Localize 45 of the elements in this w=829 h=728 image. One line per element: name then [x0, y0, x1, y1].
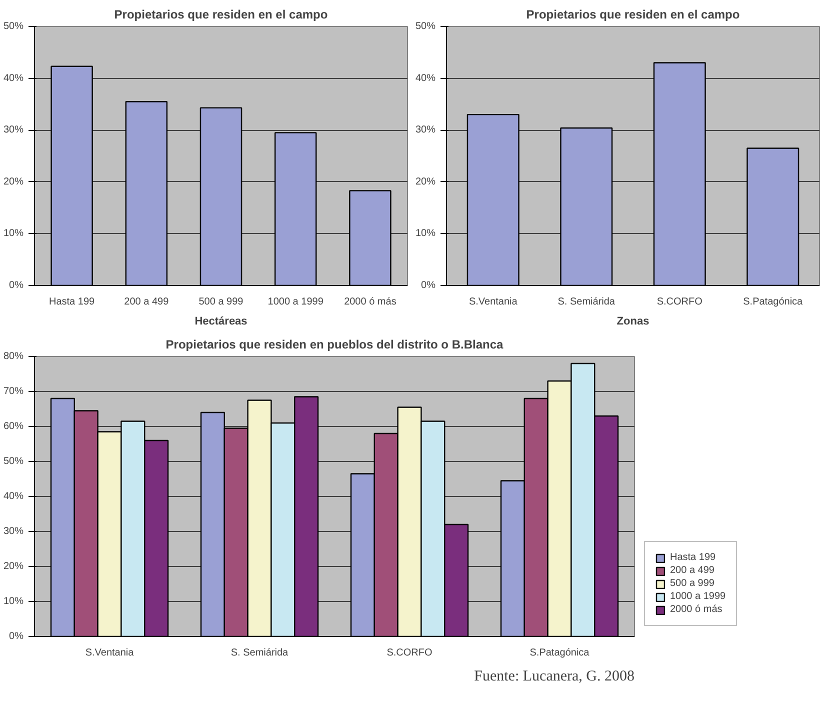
- y-tick-label: 30%: [3, 526, 24, 537]
- y-tick-label: 50%: [415, 21, 436, 32]
- y-tick-label: 0%: [9, 280, 24, 291]
- y-tick-label: 20%: [3, 176, 24, 188]
- y-tick-label: 40%: [415, 72, 436, 84]
- y-tick-label: 70%: [3, 386, 24, 397]
- y-tick-label: 10%: [3, 596, 24, 607]
- legend-label: Hasta 199: [670, 552, 716, 563]
- y-tick-label: 40%: [3, 491, 24, 502]
- y-tick-label: 0%: [421, 280, 436, 291]
- source-note: Fuente: Lucanera, G. 2008: [474, 668, 635, 684]
- x-tick-label: S.Ventania: [85, 648, 134, 658]
- y-tick-label: 20%: [3, 561, 24, 572]
- x-tick-label: S. Semiárida: [230, 648, 289, 658]
- x-tick-label: S. Semiárida: [558, 296, 616, 308]
- y-tick-label: 10%: [415, 228, 436, 240]
- legend-label: 500 a 999: [670, 578, 714, 589]
- y-tick-label: 0%: [9, 631, 24, 642]
- y-tick-label: 40%: [3, 72, 24, 84]
- y-tick-label: 30%: [3, 124, 24, 136]
- chart-title: Propietarios que residen en el campo: [114, 8, 328, 22]
- legend-label: 2000 ó más: [670, 604, 722, 615]
- legend-label: 1000 a 1999: [670, 591, 726, 602]
- y-tick-label: 50%: [3, 456, 24, 467]
- x-tick-label: S.Ventania: [468, 296, 518, 308]
- x-axis-title: Hectáreas: [194, 316, 248, 328]
- x-tick-label: Hasta 199: [49, 296, 96, 308]
- y-tick-label: 30%: [415, 124, 436, 136]
- chart-title: Propietarios que residen en el campo: [526, 8, 740, 22]
- y-tick-label: 20%: [415, 176, 436, 188]
- x-tick-label: 200 a 499: [124, 296, 170, 308]
- x-tick-label: S.Patagónica: [743, 296, 804, 308]
- x-axis-title: Zonas: [616, 316, 650, 328]
- x-tick-label: 2000 ó más: [344, 296, 396, 308]
- x-tick-label: 500 a 999: [198, 296, 244, 308]
- chart-title: Propietarios que residen en pueblos del distrito o B.Blanca: [166, 338, 504, 352]
- y-tick-label: 50%: [3, 21, 24, 32]
- x-tick-label: 1000 a 1999: [268, 296, 324, 308]
- y-tick-label: 60%: [3, 421, 24, 432]
- x-tick-label: S.CORFO: [386, 648, 432, 658]
- legend-label: 200 a 499: [670, 565, 714, 576]
- x-tick-label: S.CORFO: [656, 296, 703, 308]
- y-tick-label: 80%: [3, 351, 24, 362]
- y-tick-label: 10%: [3, 228, 24, 240]
- x-tick-label: S.Patagónica: [530, 648, 590, 658]
